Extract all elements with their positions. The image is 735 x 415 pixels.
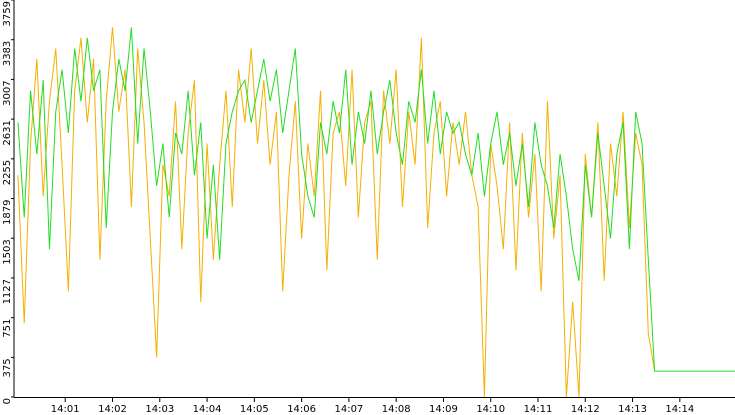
y-tick-label: 375 [2, 358, 13, 377]
y-tick-label: 1127 [2, 279, 13, 304]
y-tick-label: 2631 [2, 120, 13, 145]
x-tick-label: 14:11 [524, 404, 553, 415]
x-tick-label: 14:14 [665, 404, 694, 415]
x-tick-label: 14:02 [98, 404, 127, 415]
y-tick-label: 1879 [2, 200, 13, 225]
x-tick-label: 14:07 [334, 404, 363, 415]
x-tick-label: 14:05 [240, 404, 269, 415]
series-line [17, 27, 656, 398]
y-tick-label: 2255 [2, 160, 13, 185]
y-tick-label: 1503 [2, 239, 13, 264]
x-tick-label: 14:12 [571, 404, 600, 415]
y-tick-label: 3007 [2, 80, 13, 105]
y-tick-label: 3759 [2, 1, 13, 26]
x-tick-label: 14:01 [51, 404, 80, 415]
series-line [17, 27, 735, 372]
x-tick-label: 14:03 [145, 404, 174, 415]
x-tick-label: 14:08 [382, 404, 411, 415]
x-tick-label: 14:13 [618, 404, 647, 415]
x-tick-label: 14:09 [429, 404, 458, 415]
x-tick-label: 14:04 [193, 404, 222, 415]
y-tick-label: 751 [2, 319, 13, 338]
y-tick-label: 3383 [2, 41, 13, 66]
x-tick-label: 14:10 [476, 404, 505, 415]
x-tick-label: 14:06 [287, 404, 316, 415]
y-tick-label: 0 [2, 398, 13, 404]
